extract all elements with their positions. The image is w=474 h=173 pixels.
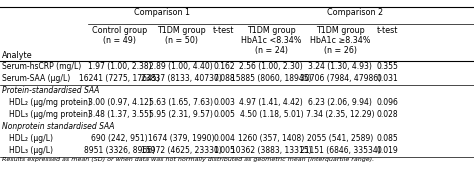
Text: Analyte: Analyte (2, 51, 33, 60)
Text: 6.23 (2.06, 9.94): 6.23 (2.06, 9.94) (308, 98, 372, 107)
Text: 0.031: 0.031 (377, 74, 398, 83)
Text: 1674 (379, 1990): 1674 (379, 1990) (148, 134, 215, 143)
Text: Control group
(n = 49): Control group (n = 49) (92, 26, 147, 45)
Text: 2.89 (1.00, 4.40): 2.89 (1.00, 4.40) (149, 62, 213, 71)
Text: 1.97 (1.00, 2.38): 1.97 (1.00, 2.38) (88, 62, 152, 71)
Text: HDL₃ (μg/L): HDL₃ (μg/L) (9, 146, 53, 155)
Text: Comparison 1: Comparison 1 (134, 8, 191, 17)
Text: 0.085: 0.085 (377, 134, 398, 143)
Text: Nonprotein standardised SAA: Nonprotein standardised SAA (2, 122, 114, 131)
Text: 23837 (8133, 40737): 23837 (8133, 40737) (141, 74, 222, 83)
Text: 7.34 (2.35, 12.29): 7.34 (2.35, 12.29) (306, 110, 374, 119)
Text: t-test: t-test (377, 26, 398, 35)
Text: 3.24 (1.30, 4.93): 3.24 (1.30, 4.93) (308, 62, 372, 71)
Text: 0.004: 0.004 (213, 134, 235, 143)
Text: Results expressed as mean (SD) or when data was not normally distributed as geom: Results expressed as mean (SD) or when d… (2, 157, 374, 162)
Text: t-test: t-test (213, 26, 235, 35)
Text: 30706 (7984, 47986): 30706 (7984, 47986) (300, 74, 381, 83)
Text: 3.00 (0.97, 4.12): 3.00 (0.97, 4.12) (88, 98, 152, 107)
Text: 0.162: 0.162 (213, 62, 235, 71)
Text: HDL₂ (μg/L): HDL₂ (μg/L) (9, 134, 53, 143)
Text: HDL₂ (μg/mg protein): HDL₂ (μg/mg protein) (9, 98, 91, 107)
Text: 0.028: 0.028 (377, 110, 398, 119)
Text: 0.005: 0.005 (213, 110, 235, 119)
Text: 15885 (8060, 18945): 15885 (8060, 18945) (231, 74, 312, 83)
Text: Serum-SAA (μg/L): Serum-SAA (μg/L) (2, 74, 70, 83)
Text: HDL₃ (μg/mg protein): HDL₃ (μg/mg protein) (9, 110, 91, 119)
Text: Serum-hsCRP (mg/L): Serum-hsCRP (mg/L) (2, 62, 81, 71)
Text: T1DM group
(n = 50): T1DM group (n = 50) (157, 26, 206, 45)
Text: 690 (242, 951): 690 (242, 951) (91, 134, 148, 143)
Text: Comparison 2: Comparison 2 (328, 8, 383, 17)
Text: 10362 (3883, 13315): 10362 (3883, 13315) (231, 146, 312, 155)
Text: 0.355: 0.355 (376, 62, 399, 71)
Text: 5.95 (2.31, 9.57): 5.95 (2.31, 9.57) (149, 110, 213, 119)
Text: T1DM group
HbA1c ≥8.34%
(n = 26): T1DM group HbA1c ≥8.34% (n = 26) (310, 26, 370, 55)
Text: 1260 (357, 1408): 1260 (357, 1408) (238, 134, 304, 143)
Text: 2055 (541, 2589): 2055 (541, 2589) (307, 134, 373, 143)
Text: Protein-standardised SAA: Protein-standardised SAA (2, 86, 99, 95)
Text: 4.97 (1.41, 4.42): 4.97 (1.41, 4.42) (239, 98, 303, 107)
Text: 0.019: 0.019 (377, 146, 398, 155)
Text: 16241 (7275, 17645): 16241 (7275, 17645) (79, 74, 160, 83)
Text: 0.096: 0.096 (376, 98, 399, 107)
Text: 5.63 (1.65, 7.63): 5.63 (1.65, 7.63) (149, 98, 213, 107)
Text: 0.088: 0.088 (213, 74, 235, 83)
Text: 3.48 (1.37, 3.55): 3.48 (1.37, 3.55) (88, 110, 152, 119)
Text: 0.005: 0.005 (213, 146, 235, 155)
Text: 2.56 (1.00, 2.30): 2.56 (1.00, 2.30) (239, 62, 303, 71)
Text: 4.50 (1.18, 5.01): 4.50 (1.18, 5.01) (239, 110, 303, 119)
Text: 15972 (4625, 23331): 15972 (4625, 23331) (141, 146, 222, 155)
Text: 21151 (6846, 33534): 21151 (6846, 33534) (300, 146, 381, 155)
Text: 8951 (3326, 8966): 8951 (3326, 8966) (84, 146, 155, 155)
Text: T1DM group
HbA1c <8.34%
(n = 24): T1DM group HbA1c <8.34% (n = 24) (241, 26, 301, 55)
Text: 0.003: 0.003 (213, 98, 235, 107)
